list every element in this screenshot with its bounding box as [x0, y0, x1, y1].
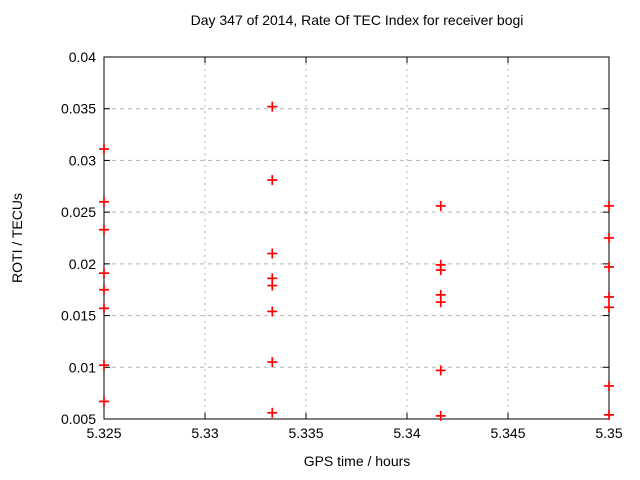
- plot-border: [103, 56, 610, 420]
- y-tick-label: 0.02: [69, 256, 96, 272]
- x-tick-label: 5.325: [86, 425, 121, 441]
- x-tick-label: 5.33: [191, 425, 218, 441]
- y-tick-label: 0.03: [69, 152, 96, 168]
- x-axis-label: GPS time / hours: [303, 453, 411, 469]
- y-tick-label: 0.01: [69, 359, 96, 375]
- y-tick-label: 0.025: [61, 204, 96, 220]
- y-tick-label: 0.005: [61, 411, 96, 427]
- x-tick-label: 5.345: [490, 425, 525, 441]
- x-tick-label: 5.35: [595, 425, 622, 441]
- y-tick-label: 0.035: [61, 101, 96, 117]
- y-tick-label: 0.04: [69, 49, 96, 65]
- x-tick-label: 5.335: [288, 425, 323, 441]
- x-tick-label: 5.34: [393, 425, 420, 441]
- y-tick-label: 0.015: [61, 308, 96, 324]
- chart-title: Day 347 of 2014, Rate Of TEC Index for r…: [190, 12, 524, 28]
